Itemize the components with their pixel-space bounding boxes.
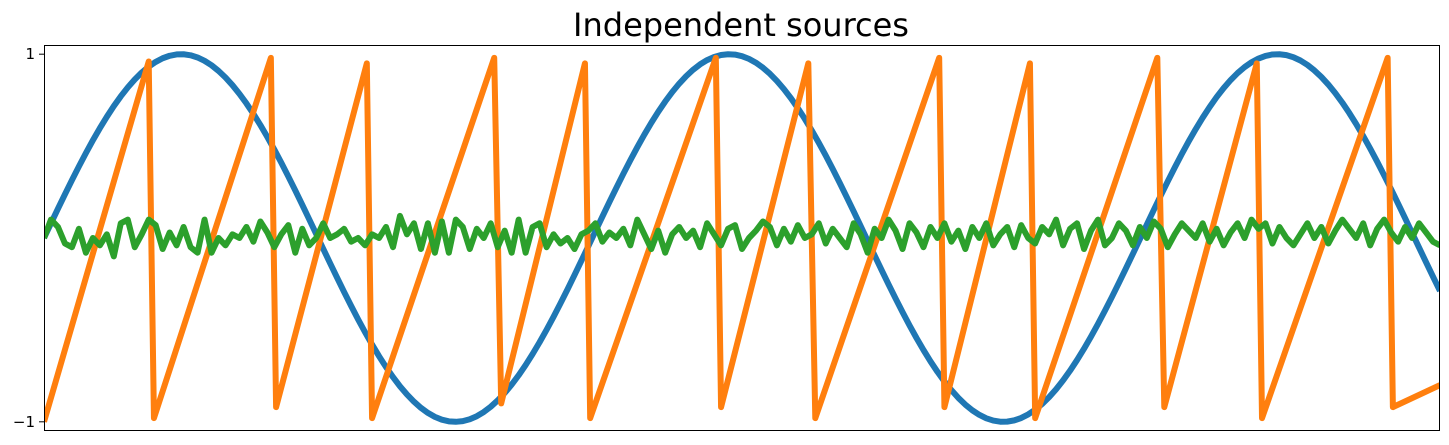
chart-title: Independent sources (573, 6, 909, 44)
y-tick-label: 1 (25, 45, 35, 63)
sawtooth-series-line (44, 54, 1440, 423)
sine-series-line (44, 51, 1440, 425)
series-layer (44, 51, 1440, 425)
y-axis: 1 −1 (13, 45, 44, 431)
noise-series-line (44, 212, 1440, 260)
axes-frame (44, 45, 1440, 431)
y-tick-label: −1 (13, 413, 35, 431)
